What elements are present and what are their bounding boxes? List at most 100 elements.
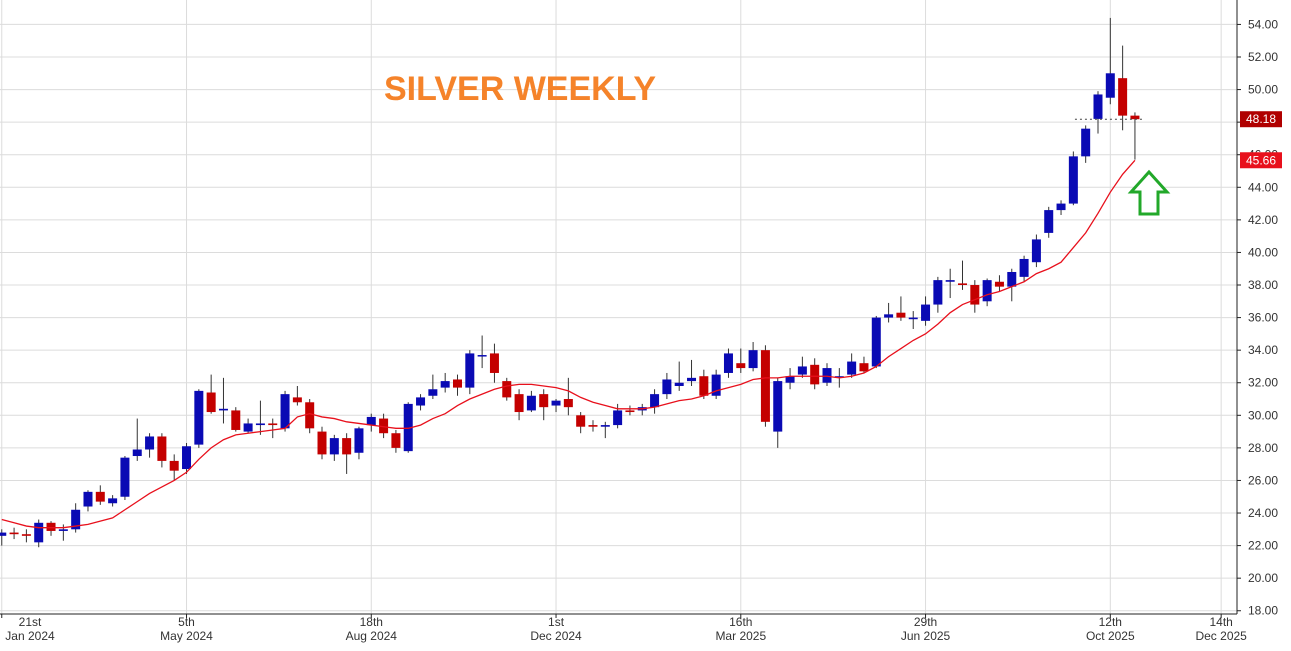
- candle-body: [1081, 128, 1091, 157]
- candle-body: [514, 394, 524, 413]
- candle-body: [1044, 210, 1054, 233]
- candle-body: [933, 280, 943, 305]
- candle-body: [1118, 78, 1128, 116]
- moving-average-box: [1240, 152, 1282, 169]
- x-tick-label: 12th Oct 2025: [1086, 615, 1135, 643]
- moving-average-line: [1, 159, 1136, 529]
- candle-body: [847, 361, 857, 375]
- candle-body: [83, 491, 93, 507]
- x-tick-label: 14th Dec 2025: [1195, 615, 1247, 643]
- candle-body: [773, 381, 783, 432]
- candle-body: [687, 377, 697, 382]
- candle-body: [699, 376, 709, 396]
- y-tick-label: 44.00: [1248, 180, 1278, 194]
- candle-body: [0, 532, 7, 536]
- candle-body: [1105, 73, 1115, 98]
- candle-body: [182, 446, 192, 470]
- candle-body: [440, 381, 450, 388]
- candle-body: [342, 438, 352, 455]
- candle-body: [834, 376, 844, 378]
- candle-body: [9, 532, 19, 535]
- y-tick-label: 36.00: [1248, 311, 1278, 325]
- candle-body: [305, 402, 315, 429]
- candle-body: [231, 410, 241, 430]
- candle-body: [1056, 203, 1066, 211]
- candle-body: [884, 314, 894, 318]
- candle-body: [329, 438, 339, 455]
- x-tick-label: 5th May 2024: [160, 615, 213, 643]
- grid: [0, 0, 1237, 614]
- y-tick-label: 34.00: [1248, 343, 1278, 357]
- candle-body: [255, 423, 265, 426]
- candle-body: [945, 280, 955, 282]
- candle-body: [403, 403, 413, 452]
- candle-body: [1019, 258, 1029, 277]
- x-tick-label: 1st Dec 2024: [530, 615, 582, 643]
- candle-body: [908, 317, 918, 320]
- candle-body: [157, 436, 167, 461]
- candle-body: [588, 425, 598, 427]
- candle-body: [994, 281, 1004, 287]
- chart-title: SILVER WEEKLY: [384, 70, 656, 108]
- last-price-label: 48.18: [1246, 112, 1276, 126]
- candle-body: [243, 423, 253, 432]
- candle-body: [465, 353, 475, 388]
- candle-body: [859, 363, 869, 372]
- y-tick-label: 24.00: [1248, 506, 1278, 520]
- candle-body: [489, 353, 499, 373]
- y-tick-label: 52.00: [1248, 50, 1278, 64]
- candle-body: [477, 355, 487, 357]
- y-tick-label: 38.00: [1248, 278, 1278, 292]
- candle-body: [982, 280, 992, 302]
- candle-body: [785, 376, 795, 383]
- last-price-box: [1240, 111, 1282, 128]
- candle-body: [1007, 271, 1017, 287]
- candle-body: [1068, 156, 1078, 204]
- candle-body: [921, 304, 931, 321]
- candle-body: [736, 363, 746, 369]
- candle-body: [958, 283, 968, 286]
- candle-body: [748, 350, 758, 369]
- candle-body: [58, 529, 68, 531]
- y-tick-label: 28.00: [1248, 441, 1278, 455]
- plot-area: [0, 17, 1143, 548]
- x-tick-label: 16th Mar 2025: [715, 615, 766, 643]
- candle-body: [194, 390, 204, 445]
- candle-body: [71, 509, 81, 530]
- candle-body: [1093, 94, 1103, 119]
- candle-body: [650, 394, 660, 408]
- candle-body: [145, 436, 155, 450]
- candle-body: [95, 491, 105, 502]
- candle-body: [970, 285, 980, 305]
- y-tick-label: 40.00: [1248, 245, 1278, 259]
- candle-body: [280, 394, 290, 429]
- x-tick-label: 21st Jan 2024: [5, 615, 55, 643]
- candle-body: [674, 382, 684, 386]
- candle-body: [21, 534, 31, 536]
- candle-body: [613, 410, 623, 426]
- candle-body: [452, 379, 462, 388]
- x-tick-label: 18th Aug 2024: [346, 615, 398, 643]
- candle-body: [526, 395, 536, 411]
- candle-body: [1031, 239, 1041, 263]
- annotation-arrow: [1127, 169, 1171, 216]
- candle-body: [268, 423, 278, 426]
- candle-body: [502, 381, 512, 398]
- candle-body: [354, 428, 364, 453]
- y-tick-label: 22.00: [1248, 539, 1278, 553]
- candle-body: [662, 379, 672, 395]
- candle-body: [711, 374, 721, 396]
- candle-body: [1130, 115, 1140, 120]
- candle-body: [391, 433, 401, 448]
- candle-body: [379, 418, 389, 434]
- candle-body: [600, 425, 610, 427]
- candle-body: [206, 392, 216, 413]
- candle-body: [551, 400, 561, 406]
- candle-body: [108, 498, 118, 504]
- y-tick-label: 30.00: [1248, 408, 1278, 422]
- candle-body: [871, 317, 881, 367]
- candle-body: [169, 460, 179, 471]
- candle-body: [625, 410, 635, 413]
